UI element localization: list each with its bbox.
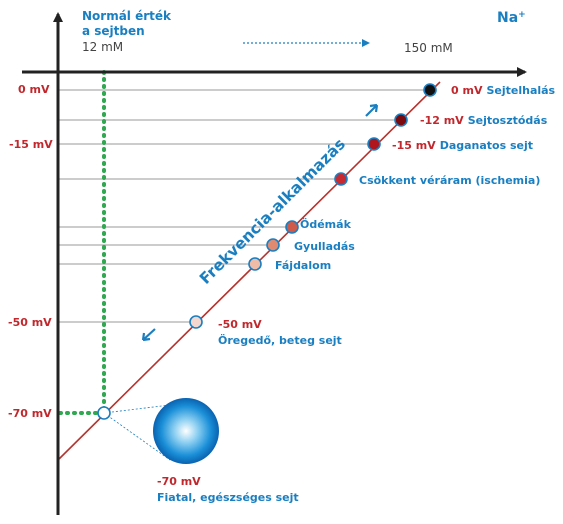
label-healthy-mv: -70 mV <box>157 475 201 488</box>
high-concentration: 150 mM <box>404 41 453 55</box>
label-healthy-name: Fiatal, egészséges sejt <box>157 491 299 504</box>
point-tumor <box>367 137 381 151</box>
y-tick-50mv: -50 mV <box>8 316 52 329</box>
y-tick-0mv: 0 mV <box>18 83 50 96</box>
concentration-arrow-head <box>362 39 370 47</box>
level-lines <box>58 89 430 323</box>
cell-connector-bottom <box>103 412 171 461</box>
label-division-mv: -12 mV <box>420 114 464 127</box>
y-tick-15mv: -15 mV <box>9 138 53 151</box>
y-tick-70mv: -70 mV <box>8 407 52 420</box>
label-tumor-name: Daganatos sejt <box>440 139 533 152</box>
arrow-down-left-icon <box>141 328 156 342</box>
point-aging <box>189 315 203 329</box>
label-aging-mv: -50 mV <box>218 318 262 331</box>
label-pain: Fájdalom <box>275 259 331 272</box>
label-necrosis-name: Sejtelhalás <box>486 84 555 97</box>
data-points <box>97 83 437 420</box>
ion-label-text: Na <box>497 10 518 26</box>
cell-connector-top <box>103 403 179 414</box>
label-ischemia: Csökkent véráram (ischemia) <box>359 174 540 187</box>
label-necrosis-mv: 0 mV <box>451 84 483 97</box>
label-tumor-mv: -15 mV <box>392 139 436 152</box>
point-division <box>394 113 408 127</box>
point-inflammation <box>266 238 280 252</box>
arrow-up-right-icon <box>365 103 379 117</box>
frequency-diagonal-line <box>57 81 441 461</box>
point-edema <box>285 220 299 234</box>
label-aging-name: Öregedő, beteg sejt <box>218 333 342 347</box>
point-pain <box>248 257 262 271</box>
normal-value-label-2: a sejtben <box>82 24 145 38</box>
normal-concentration: 12 mM <box>82 40 123 54</box>
label-edema: Ödémák <box>300 217 352 231</box>
label-division: -12 mV Sejtosztódás <box>420 114 548 127</box>
ion-label: Na+ <box>497 10 526 26</box>
label-necrosis: 0 mV Sejtelhalás <box>451 84 556 97</box>
point-healthy <box>97 406 111 420</box>
normal-value-label: Normál érték <box>82 9 172 23</box>
label-inflammation: Gyulladás <box>294 240 355 253</box>
label-division-name: Sejtosztódás <box>468 114 548 127</box>
point-necrosis <box>423 83 437 97</box>
label-tumor: -15 mV Daganatos sejt <box>392 139 533 152</box>
healthy-cell-sphere <box>153 398 219 464</box>
ion-label-charge: + <box>518 10 526 20</box>
point-ischemia <box>334 172 348 186</box>
